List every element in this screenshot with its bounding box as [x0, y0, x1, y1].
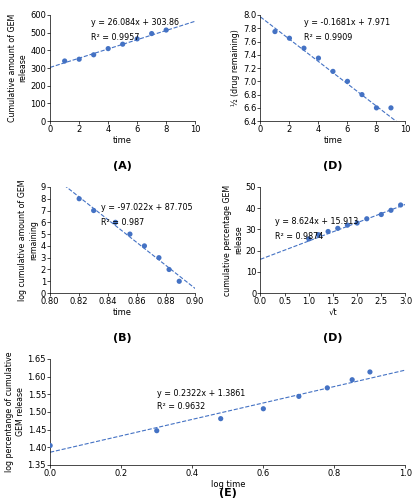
Y-axis label: Cumulative amount of GEM
release: Cumulative amount of GEM release: [8, 14, 27, 122]
Y-axis label: log percentange of cumulative
GEM release: log percentange of cumulative GEM releas…: [5, 352, 25, 472]
Text: y = -0.1681x + 7.971: y = -0.1681x + 7.971: [304, 18, 390, 27]
Point: [344, 221, 351, 229]
Point: [90, 206, 97, 214]
Point: [397, 201, 404, 209]
Point: [315, 230, 322, 238]
Point: [260, 405, 267, 413]
Point: [315, 54, 322, 62]
Point: [163, 26, 170, 34]
Point: [349, 376, 355, 384]
X-axis label: √t: √t: [329, 308, 337, 316]
Point: [334, 224, 341, 232]
Text: (A): (A): [113, 162, 132, 172]
Text: R² = 0.9909: R² = 0.9909: [304, 33, 352, 42]
X-axis label: log time: log time: [211, 480, 245, 488]
Point: [105, 44, 112, 52]
Point: [378, 210, 385, 218]
Text: y = 8.624x + 15.913: y = 8.624x + 15.913: [275, 216, 358, 226]
Point: [354, 219, 360, 227]
Point: [47, 442, 54, 450]
Point: [359, 90, 365, 98]
Point: [306, 235, 312, 243]
Text: R² = 0.9632: R² = 0.9632: [157, 402, 205, 411]
Point: [363, 215, 370, 223]
Point: [387, 104, 394, 112]
Point: [330, 68, 336, 76]
Text: (B): (B): [113, 334, 132, 344]
Point: [155, 254, 162, 262]
Text: R² = 0.987: R² = 0.987: [101, 218, 144, 226]
Point: [166, 266, 172, 274]
Point: [344, 78, 351, 86]
Point: [301, 44, 307, 52]
Point: [176, 278, 183, 285]
Point: [119, 40, 126, 48]
Text: (D): (D): [323, 162, 343, 172]
Point: [387, 206, 394, 214]
Point: [153, 426, 160, 434]
Point: [324, 384, 331, 392]
Text: R² = 0.9957: R² = 0.9957: [91, 33, 139, 42]
Point: [367, 368, 373, 376]
Text: (D): (D): [323, 334, 343, 344]
Point: [141, 242, 148, 250]
Text: y = 26.084x + 303.86: y = 26.084x + 303.86: [91, 18, 179, 27]
Point: [90, 51, 97, 59]
Point: [296, 392, 302, 400]
Text: y = -97.022x + 87.705: y = -97.022x + 87.705: [101, 203, 193, 212]
X-axis label: time: time: [113, 136, 132, 144]
Y-axis label: cumulative percentage GEM
release: cumulative percentage GEM release: [224, 184, 243, 296]
Point: [148, 30, 155, 38]
Point: [61, 57, 68, 65]
Text: y = 0.2322x + 1.3861: y = 0.2322x + 1.3861: [157, 388, 245, 398]
Y-axis label: log cumulative amount of GEM
remaining: log cumulative amount of GEM remaining: [18, 180, 38, 300]
Point: [325, 228, 331, 235]
Text: (E): (E): [219, 488, 237, 498]
Point: [286, 34, 293, 42]
X-axis label: time: time: [113, 308, 132, 316]
Point: [217, 414, 224, 422]
Point: [272, 28, 278, 36]
Point: [112, 218, 119, 226]
Point: [76, 55, 82, 63]
Point: [134, 35, 140, 43]
X-axis label: time: time: [324, 136, 342, 144]
Point: [76, 194, 82, 202]
Point: [373, 104, 380, 112]
Text: R² = 0.9874: R² = 0.9874: [275, 232, 323, 240]
Y-axis label: ½ (drug remaining): ½ (drug remaining): [231, 30, 240, 106]
Point: [127, 230, 133, 238]
